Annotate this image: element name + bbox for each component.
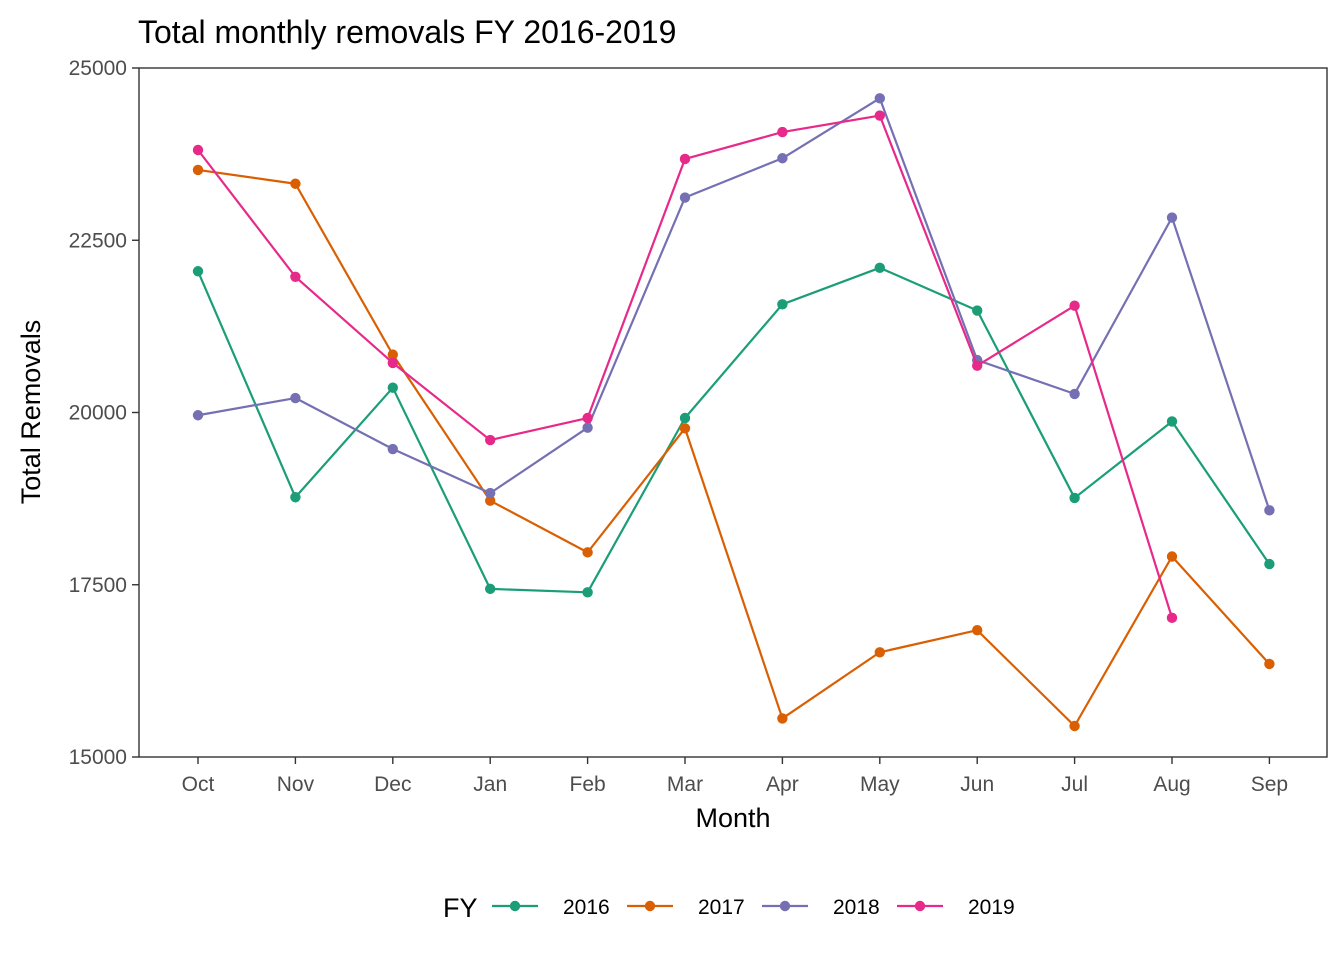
data-point (387, 382, 398, 393)
data-point (972, 305, 983, 316)
data-point (1264, 658, 1275, 670)
data-point (679, 423, 691, 434)
data-point (679, 412, 691, 424)
series-line (197, 97, 1271, 511)
data-point (485, 487, 496, 499)
series-layer (192, 93, 1275, 732)
legend-entry-2019: 2019 (897, 896, 1015, 919)
data-point (192, 266, 204, 277)
data-point (972, 360, 983, 371)
data-point (582, 547, 593, 558)
legend-entry-2018: 2018 (762, 896, 880, 919)
legend-entry-2016: 2016 (492, 896, 610, 919)
data-point (387, 349, 398, 360)
x-tick-label: Nov (277, 773, 315, 796)
legend-label: 2017 (698, 896, 745, 919)
series-2017 (192, 164, 1275, 732)
data-point (387, 443, 398, 455)
data-point (387, 357, 398, 369)
x-tick-label: Oct (182, 773, 215, 796)
y-tick-label: 20000 (69, 402, 127, 425)
data-point (192, 164, 204, 176)
legend-label: 2019 (968, 896, 1015, 919)
x-tick-label: Sep (1251, 773, 1288, 796)
data-point (777, 713, 788, 724)
x-tick-label: Aug (1153, 773, 1190, 796)
data-point (777, 153, 788, 164)
y-tick-label: 22500 (69, 229, 127, 252)
x-axis: Oct Nov Dec Jan Feb Mar Apr May Jun Jul Aug Sep (182, 757, 1288, 796)
data-point (1264, 558, 1275, 570)
series-line (196, 266, 1271, 594)
data-point (1069, 720, 1080, 732)
data-point (290, 271, 301, 282)
data-point (777, 299, 788, 310)
legend-title: FY (443, 893, 478, 923)
data-point (192, 410, 204, 421)
series-2016 (192, 262, 1275, 598)
data-point (679, 153, 691, 165)
x-tick-label: Jan (473, 773, 507, 796)
legend-key-point (914, 900, 926, 912)
data-point (582, 587, 593, 598)
data-point (679, 192, 691, 203)
plot-panel (138, 67, 1328, 758)
data-point (290, 178, 301, 189)
data-point (192, 144, 204, 156)
x-axis-title: Month (695, 803, 770, 833)
data-point (1166, 212, 1178, 223)
y-tick-label: 17500 (69, 574, 127, 597)
legend: FY 2016 2017 2018 2019 (443, 893, 1015, 923)
data-point (874, 93, 885, 104)
data-point (777, 126, 788, 138)
data-point (582, 422, 593, 433)
data-point (874, 110, 885, 121)
x-tick-label: Jun (960, 773, 994, 796)
x-tick-label: May (860, 773, 900, 796)
data-point (582, 412, 593, 424)
y-tick-label: 15000 (69, 746, 127, 769)
x-tick-label: Dec (374, 773, 411, 796)
series-line (197, 168, 1271, 728)
y-axis: 15000 17500 20000 22500 25000 (69, 57, 139, 769)
data-point (972, 625, 983, 636)
data-point (874, 262, 885, 274)
y-axis-title: Total Removals (16, 320, 46, 505)
data-point (485, 434, 496, 446)
data-point (290, 392, 301, 404)
chart-title: Total monthly removals FY 2016-2019 (138, 14, 676, 50)
data-point (1069, 492, 1080, 504)
legend-key-point (779, 900, 791, 912)
x-tick-label: Apr (766, 773, 799, 796)
x-tick-label: Mar (667, 773, 703, 796)
data-point (1166, 416, 1178, 427)
data-point (1264, 505, 1275, 516)
data-point (485, 583, 496, 595)
series-2019 (192, 110, 1178, 624)
data-point (1069, 388, 1080, 400)
x-tick-label: Feb (570, 773, 606, 796)
data-point (1069, 300, 1080, 311)
y-tick-label: 25000 (69, 57, 127, 80)
x-tick-label: Jul (1061, 773, 1088, 796)
data-point (485, 495, 496, 506)
legend-label: 2016 (563, 896, 610, 919)
data-point (1166, 612, 1178, 624)
legend-label: 2018 (833, 896, 880, 919)
data-point (874, 647, 885, 658)
legend-entry-2017: 2017 (627, 896, 745, 919)
legend-key-point (509, 900, 521, 912)
legend-key-point (644, 900, 656, 912)
data-point (290, 492, 301, 503)
data-point (1166, 551, 1178, 562)
